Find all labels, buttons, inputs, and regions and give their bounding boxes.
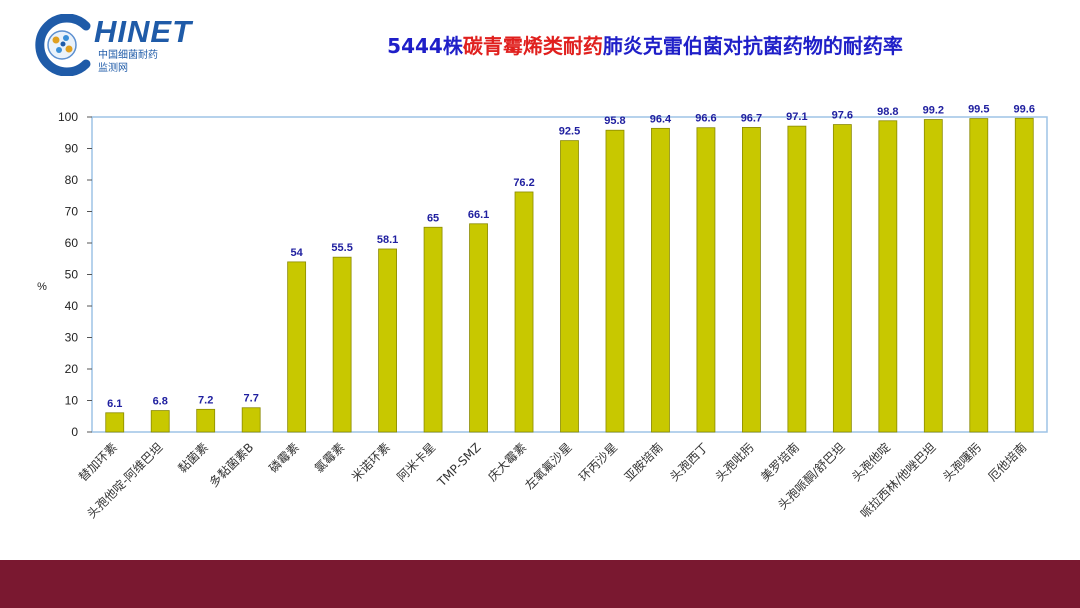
x-category-label: 替加环素 xyxy=(76,440,120,484)
logo-wordmark: HINET xyxy=(94,14,192,49)
y-tick-label: 0 xyxy=(71,425,78,439)
x-category-label: 头孢噻肟 xyxy=(939,440,984,485)
bar xyxy=(560,140,579,433)
bar xyxy=(923,119,943,433)
bar xyxy=(696,127,716,433)
data-label: 97.1 xyxy=(786,111,807,123)
footer-band xyxy=(0,560,1080,608)
logo-emblem-icon xyxy=(35,14,91,76)
x-category-label: 多黏菌素B xyxy=(207,440,257,490)
data-label: 7.7 xyxy=(244,393,259,405)
data-label: 96.7 xyxy=(741,112,762,124)
y-axis-label: % xyxy=(37,281,47,293)
bar xyxy=(287,261,307,433)
bar xyxy=(423,226,443,433)
y-tick-label: 30 xyxy=(65,331,79,345)
y-tick-label: 60 xyxy=(65,236,79,250)
data-label: 92.5 xyxy=(559,126,580,138)
x-category-label: 头孢吡肟 xyxy=(713,440,757,484)
x-category-label: 阿米卡星 xyxy=(394,440,438,484)
data-label: 95.8 xyxy=(604,115,625,127)
bar-chart: 0102030405060708090100%6.1替加环素6.8头孢他啶-阿维… xyxy=(37,103,1048,521)
bar xyxy=(469,223,488,433)
data-label: 76.2 xyxy=(513,177,534,189)
y-tick-label: 40 xyxy=(65,299,79,313)
data-label: 98.8 xyxy=(877,106,898,118)
data-label: 65 xyxy=(427,212,439,224)
x-category-label: 左氧氟沙星 xyxy=(522,440,575,493)
bar xyxy=(651,127,670,433)
plot-area: 0102030405060708090100%6.1替加环素6.8头孢他啶-阿维… xyxy=(37,103,1048,521)
x-category-label: 米诺环素 xyxy=(349,440,393,484)
x-category-label: 氯霉素 xyxy=(312,440,347,475)
x-category-label: 美罗培南 xyxy=(757,440,802,485)
title-highlight: 碳青霉烯类耐药 xyxy=(462,34,603,58)
data-label: 6.8 xyxy=(153,396,168,408)
data-label: 97.6 xyxy=(832,110,853,122)
data-label: 96.6 xyxy=(695,113,716,125)
bar xyxy=(1014,117,1034,433)
title-rest: 肺炎克雷伯菌对抗菌药物的耐药率 xyxy=(602,34,903,58)
logo-subtitle-1: 中国细菌耐药 xyxy=(98,50,158,61)
y-tick-label: 90 xyxy=(65,142,79,156)
x-category-label: 磷霉素 xyxy=(266,440,302,476)
data-label: 96.4 xyxy=(650,113,672,125)
x-category-label: TMP-SMZ xyxy=(434,440,484,490)
bar xyxy=(787,125,807,433)
data-label: 58.1 xyxy=(377,234,398,246)
x-category-label: 头孢西丁 xyxy=(667,440,711,484)
y-tick-label: 20 xyxy=(65,362,79,376)
bar xyxy=(605,129,625,433)
bar xyxy=(332,256,352,433)
bar xyxy=(150,410,170,433)
bar xyxy=(969,118,989,433)
y-tick-label: 70 xyxy=(65,205,79,219)
x-category-label: 厄他培南 xyxy=(985,440,1030,485)
data-label: 7.2 xyxy=(198,394,213,406)
bar xyxy=(105,412,125,433)
title-count: 5444株 xyxy=(387,34,463,58)
chinet-logo: HINET 中国细菌耐药 监测网 xyxy=(32,14,191,76)
data-label: 66.1 xyxy=(468,209,489,221)
data-label: 6.1 xyxy=(107,398,122,410)
x-category-label: 黏菌素 xyxy=(175,440,210,475)
y-tick-label: 50 xyxy=(65,268,79,282)
bar xyxy=(196,408,216,433)
data-label: 99.5 xyxy=(968,104,989,116)
x-category-label: 环丙沙星 xyxy=(576,440,620,484)
x-category-label: 亚胺培南 xyxy=(621,440,666,485)
data-label: 99.6 xyxy=(1014,103,1035,115)
x-category-label: 哌拉西林/他唑巴坦 xyxy=(857,440,938,521)
bar xyxy=(742,126,761,433)
bar xyxy=(878,120,898,433)
y-tick-label: 100 xyxy=(58,110,78,124)
chart-title: 5444株碳青霉烯类耐药肺炎克雷伯菌对抗菌药物的耐药率 xyxy=(250,30,1040,59)
y-tick-label: 10 xyxy=(65,394,79,408)
y-tick-label: 80 xyxy=(65,173,79,187)
bar xyxy=(378,248,397,433)
data-label: 55.5 xyxy=(331,242,352,254)
bar xyxy=(832,124,852,433)
x-category-label: 庆大霉素 xyxy=(485,440,529,484)
logo-subtitle-2: 监测网 xyxy=(98,63,128,74)
data-label: 54 xyxy=(291,247,304,259)
x-category-label: 头孢他啶 xyxy=(849,440,893,484)
bar xyxy=(241,407,261,433)
data-label: 99.2 xyxy=(923,105,944,117)
bar xyxy=(514,191,534,433)
